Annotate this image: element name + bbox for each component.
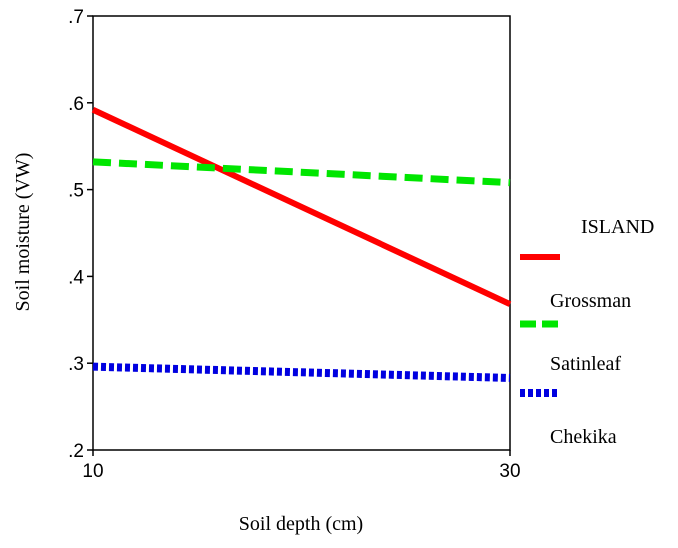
y-axis-ticks: .2 .3 .4 .5 .6 .7 — [68, 7, 93, 462]
legend-label-chekika: Chekika — [550, 426, 617, 448]
series-line-satinleaf — [92, 362, 511, 382]
legend-label-grossman: Grossman — [550, 290, 631, 312]
y-axis-title: Soil moisture (VW) — [12, 153, 34, 312]
y-tick-label: .2 — [68, 441, 84, 462]
x-tick-label: 30 — [499, 461, 520, 482]
y-tick-label: .3 — [68, 354, 84, 375]
x-axis-title: Soil depth (cm) — [239, 513, 363, 535]
legend: ISLAND Grossman Satinleaf Chekika — [520, 216, 654, 448]
legend-label-satinleaf: Satinleaf — [550, 353, 621, 375]
y-tick-label: .5 — [68, 181, 84, 202]
legend-label-island: ISLAND — [581, 216, 654, 238]
series-line-island — [91, 107, 512, 307]
x-axis-ticks: 10 30 — [82, 450, 521, 482]
series-line-grossman — [92, 158, 511, 187]
plot-area — [92, 15, 511, 451]
y-tick-label: .6 — [68, 94, 84, 115]
y-tick-label: .4 — [68, 267, 84, 288]
plot-frame — [92, 15, 511, 451]
y-tick-label: .7 — [68, 7, 84, 28]
x-tick-label: 10 — [82, 461, 103, 482]
series-lines — [91, 107, 512, 382]
